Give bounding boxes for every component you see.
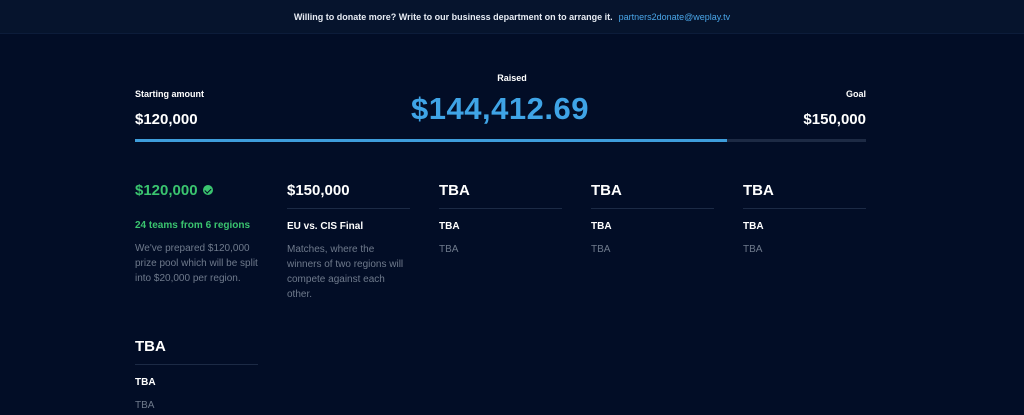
tier-divider — [287, 208, 410, 209]
tier-title: TBA — [135, 336, 258, 356]
tier-amount: TBA — [439, 181, 470, 199]
tier-title: $150,000 — [287, 180, 410, 200]
tier-subtitle: TBA — [135, 377, 156, 388]
tier-amount: TBA — [591, 181, 622, 199]
tier-subtitle: EU vs. CIS Final — [287, 221, 364, 232]
tier-amount: TBA — [743, 181, 774, 199]
tier-title: TBA — [591, 180, 714, 200]
tier-amount: TBA — [135, 337, 166, 355]
donation-banner: Willing to donate more? Write to our bus… — [0, 0, 1024, 34]
tier-subtitle: 24 teams from 6 regions — [135, 220, 251, 231]
goal-label: Goal — [845, 89, 866, 99]
tier-subtitle: TBA — [591, 221, 612, 232]
tier-card-3: TBA TBA TBA — [439, 180, 562, 257]
starting-amount-value: $120,000 — [135, 111, 198, 128]
tier-description: TBA — [135, 400, 155, 411]
raised-amount: $144,412.69 — [411, 91, 589, 126]
tier-title: TBA — [439, 180, 562, 200]
tier-amount: $150,000 — [287, 181, 350, 199]
tier-divider — [591, 208, 714, 209]
tier-subtitle: TBA — [743, 221, 764, 232]
tier-card-5: TBA TBA TBA — [743, 180, 866, 257]
partners-email-link[interactable]: partners2donate@weplay.tv — [618, 11, 731, 22]
raised-label: Raised — [497, 73, 527, 83]
tier-divider — [135, 364, 258, 365]
progress-bar — [135, 139, 866, 142]
tier-description: TBA — [591, 244, 611, 255]
progress-bar-fill — [135, 139, 728, 142]
tier-title: $120,000 — [135, 180, 258, 200]
tier-amount: $120,000 — [135, 181, 198, 199]
starting-amount-label: Starting amount — [135, 89, 204, 99]
tier-divider — [439, 208, 562, 209]
tier-card-4: TBA TBA TBA — [591, 180, 714, 257]
tier-description: We've prepared $120,000 prize pool which… — [135, 243, 258, 284]
tier-description: TBA — [439, 244, 459, 255]
check-circle-icon — [202, 185, 213, 195]
goal-amount: $150,000 — [803, 111, 866, 128]
banner-text: Willing to donate more? Write to our bus… — [293, 11, 613, 22]
tier-description: TBA — [743, 244, 763, 255]
tier-card-2: $150,000 EU vs. CIS Final Matches, where… — [287, 180, 410, 302]
tier-card-1: $120,000 24 teams from 6 regions We've p… — [135, 180, 258, 286]
tier-subtitle: TBA — [439, 221, 460, 232]
tier-card-6: TBA TBA TBA — [135, 336, 258, 413]
tier-description: Matches, where the winners of two region… — [287, 244, 404, 300]
tier-title: TBA — [743, 180, 866, 200]
tier-divider — [743, 208, 866, 209]
